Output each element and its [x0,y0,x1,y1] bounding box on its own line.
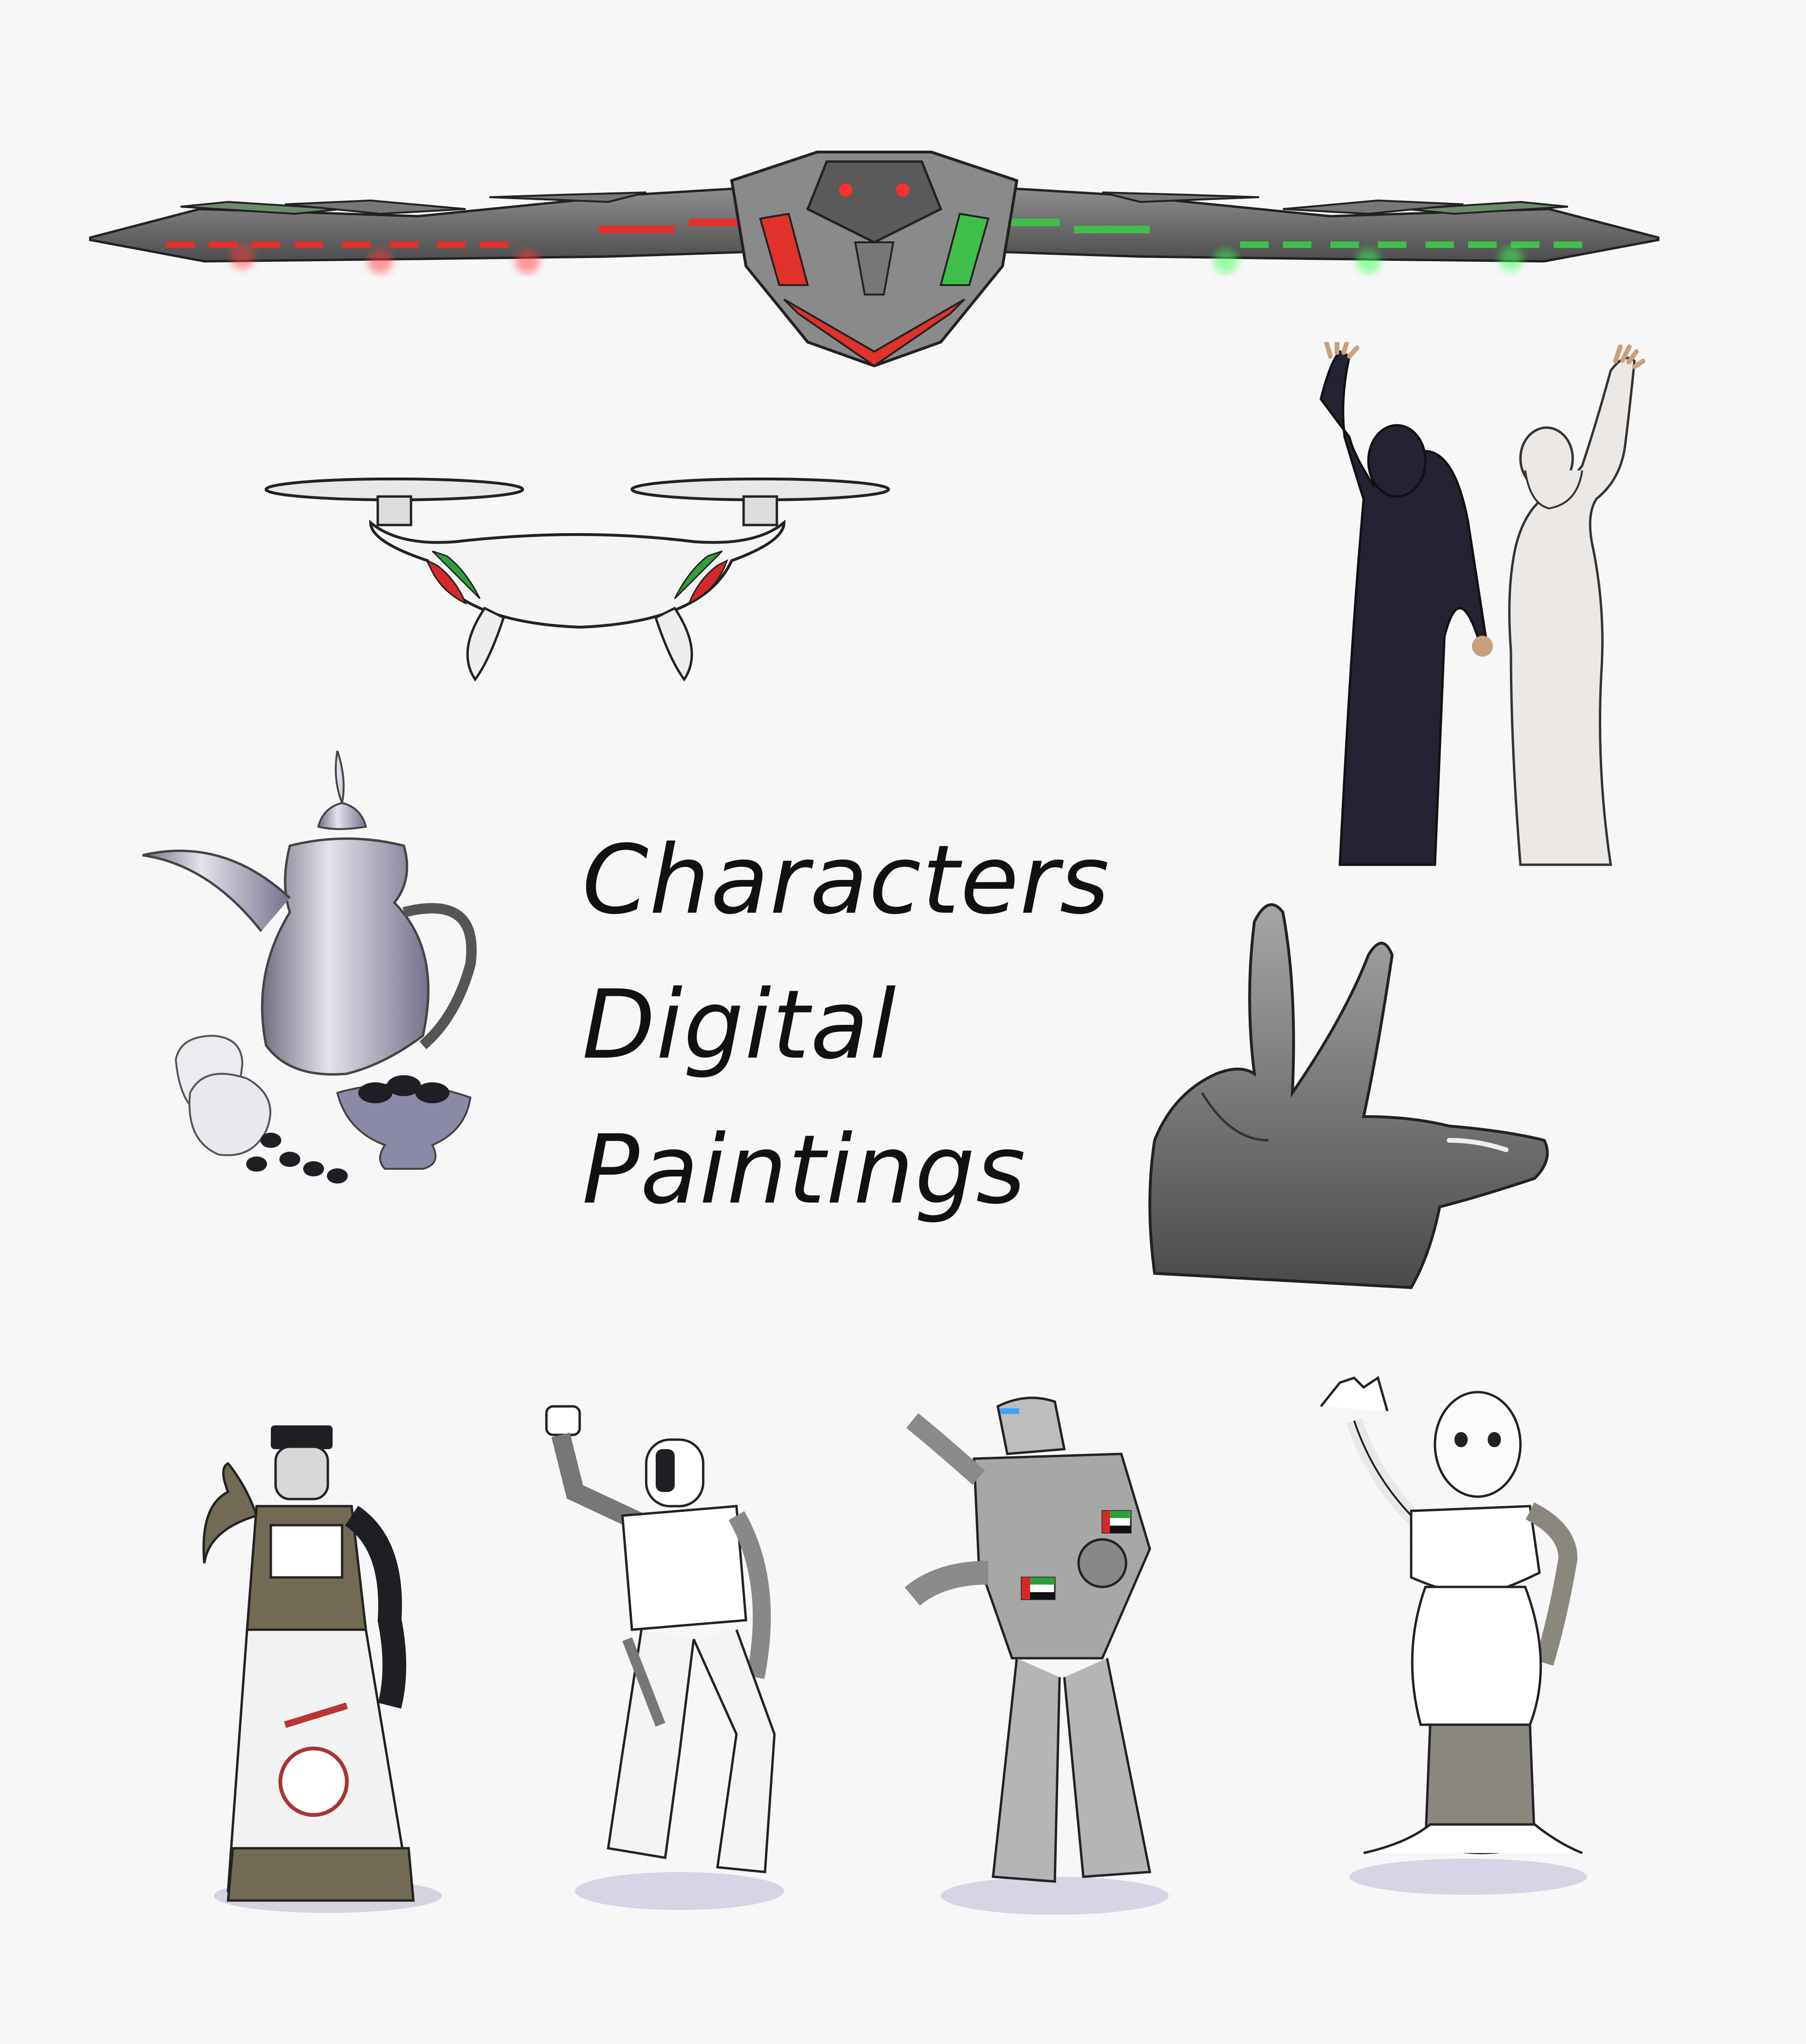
pepper-robot-icon [1320,1376,1587,1895]
arabic-coffee-pot-dallah-icon [142,751,477,1184]
humanoid-robot-icon [545,1405,784,1910]
quadcopter-drone-icon [265,478,890,682]
title-line-digital: Digital [582,970,897,1080]
victory-hand-gesture-icon [1148,903,1549,1289]
couple-waving-hands-icon [1319,342,1645,866]
title-line-characters: Characters [582,825,1110,936]
winged-drone-with-uae-flag-lights-icon [89,151,1660,368]
title-text-block: Characters Digital Paintings [582,808,1110,1242]
title-line-paintings: Paintings [582,1115,1027,1225]
armored-robot-icon [905,1396,1169,1915]
police-robot-icon [202,1425,442,1913]
